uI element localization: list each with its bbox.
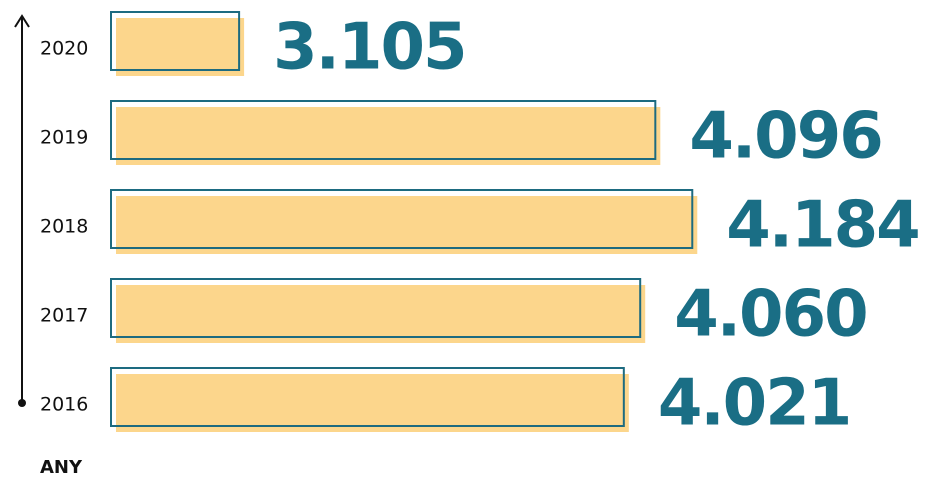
axis-arrow bbox=[14, 14, 30, 28]
y-tick-label: 2016 bbox=[40, 394, 88, 416]
y-tick-label: 2020 bbox=[40, 38, 88, 60]
axis-title: ANY bbox=[40, 457, 83, 477]
bar-shadow bbox=[116, 285, 646, 343]
value-label: 4.060 bbox=[674, 278, 866, 352]
bar bbox=[110, 11, 241, 71]
value-label: 4.096 bbox=[689, 100, 881, 174]
value-label: 3.105 bbox=[273, 11, 465, 85]
axis-dot bbox=[18, 399, 26, 407]
bar bbox=[110, 189, 694, 249]
bar-shadow bbox=[116, 18, 245, 76]
bar-shadow bbox=[116, 107, 661, 165]
bar bbox=[110, 278, 642, 338]
bar bbox=[110, 100, 657, 160]
value-label: 4.184 bbox=[726, 189, 918, 263]
bar-shadow bbox=[116, 196, 698, 254]
value-label: 4.021 bbox=[658, 367, 850, 441]
y-tick-label: 2017 bbox=[40, 305, 88, 327]
y-tick-label: 2019 bbox=[40, 127, 88, 149]
y-tick-label: 2018 bbox=[40, 216, 88, 238]
bar bbox=[110, 367, 625, 427]
bar-shadow bbox=[116, 374, 629, 432]
